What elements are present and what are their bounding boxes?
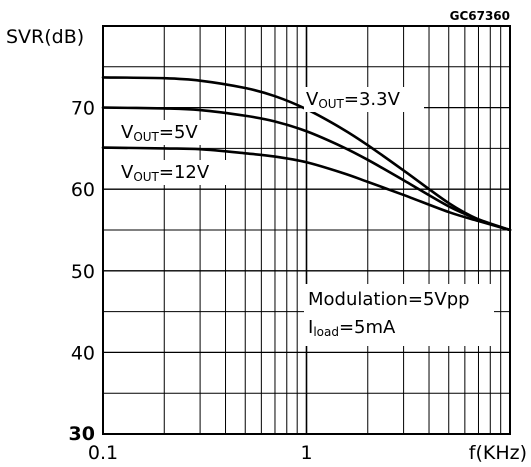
series-label-backing bbox=[304, 87, 424, 112]
figure-id: GC67360 bbox=[450, 9, 510, 23]
annotation-line: Modulation=5Vpp bbox=[308, 289, 470, 310]
y-tick-label: 60 bbox=[71, 179, 95, 201]
series-line-vout-5v bbox=[101, 106, 512, 232]
y-axis-label: SVR(dB) bbox=[6, 26, 84, 48]
series-line-vout-3v3 bbox=[101, 76, 512, 232]
series-label-vout-12v: VOUT=12V bbox=[121, 162, 210, 184]
series-line-vout-12v bbox=[101, 146, 512, 232]
series-label-backing bbox=[119, 160, 227, 185]
y-tick-label: 30 bbox=[69, 423, 95, 445]
y-tick-label: 50 bbox=[71, 261, 95, 283]
x-tick-label: 1 bbox=[300, 442, 312, 464]
series-label-vout-5v: VOUT=5V bbox=[121, 122, 198, 144]
series-label-vout-3v3: VOUT=3.3V bbox=[306, 89, 401, 111]
x-tick-label: 0.1 bbox=[88, 442, 118, 464]
y-tick-label: 40 bbox=[71, 342, 95, 364]
x-axis-label: f(KHz) bbox=[469, 442, 527, 464]
annotation-backing bbox=[304, 284, 494, 346]
y-tick-label: 70 bbox=[71, 98, 95, 120]
annotation-line: Iload=5mA bbox=[308, 317, 396, 339]
series-label-backing bbox=[119, 120, 217, 145]
